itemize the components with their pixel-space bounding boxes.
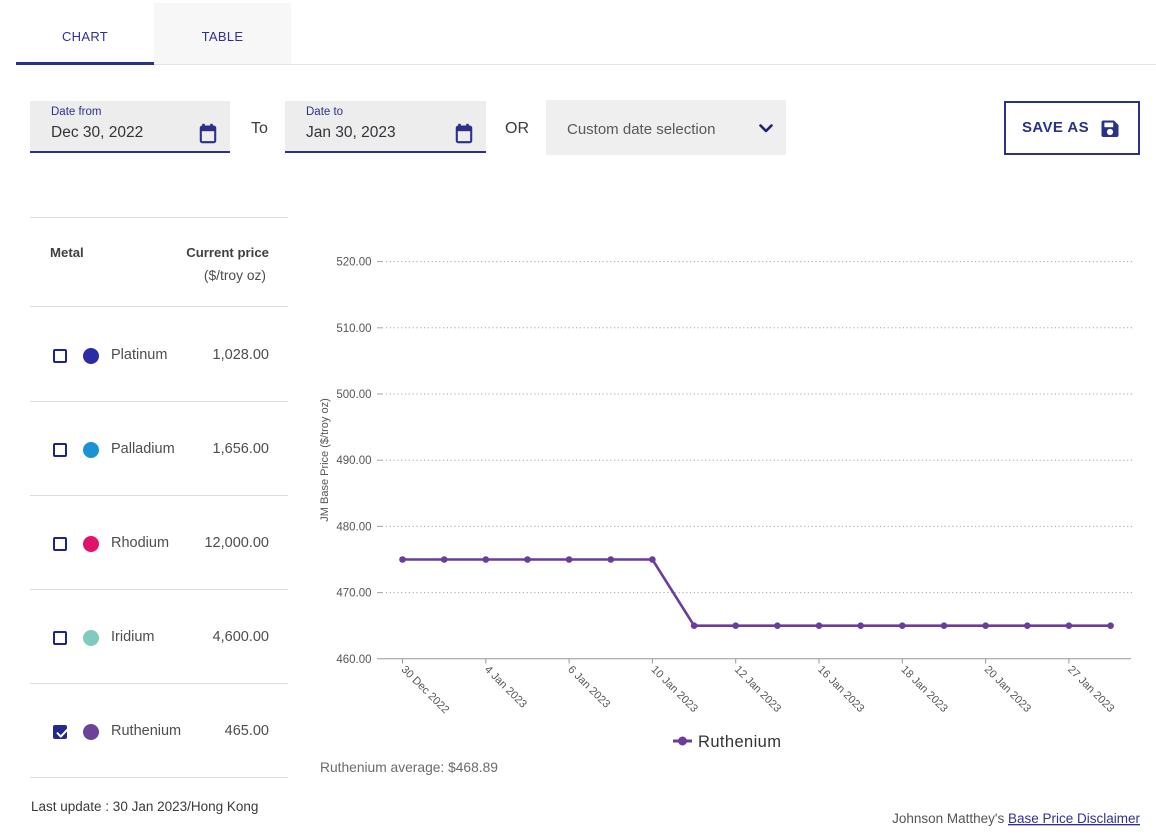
- svg-text:30 Dec 2022: 30 Dec 2022: [399, 664, 452, 717]
- svg-text:470.00: 470.00: [336, 588, 371, 600]
- svg-text:6 Jan 2023: 6 Jan 2023: [565, 664, 612, 711]
- svg-text:Ruthenium average: $468.89: Ruthenium average: $468.89: [320, 760, 498, 775]
- svg-text:490.00: 490.00: [336, 455, 371, 467]
- svg-text:4 Jan 2023: 4 Jan 2023: [482, 664, 529, 711]
- svg-text:27 Jan 2023: 27 Jan 2023: [1065, 664, 1116, 715]
- svg-text:460.00: 460.00: [336, 654, 371, 666]
- svg-text:18 Jan 2023: 18 Jan 2023: [898, 664, 949, 715]
- svg-text:Johnson Matthey's Base Price D: Johnson Matthey's Base Price Disclaimer: [892, 811, 1140, 826]
- svg-text:10 Jan 2023: 10 Jan 2023: [649, 664, 700, 715]
- svg-text:520.00: 520.00: [336, 257, 371, 269]
- svg-text:16 Jan 2023: 16 Jan 2023: [815, 664, 866, 715]
- svg-text:12 Jan 2023: 12 Jan 2023: [732, 664, 783, 715]
- svg-text:500.00: 500.00: [336, 389, 371, 401]
- svg-text:Ruthenium: Ruthenium: [698, 733, 781, 751]
- svg-text:510.00: 510.00: [336, 323, 371, 335]
- svg-text:20 Jan 2023: 20 Jan 2023: [982, 664, 1033, 715]
- svg-text:JM Base Price ($/troy oz): JM Base Price ($/troy oz): [319, 398, 331, 521]
- svg-text:480.00: 480.00: [336, 521, 371, 533]
